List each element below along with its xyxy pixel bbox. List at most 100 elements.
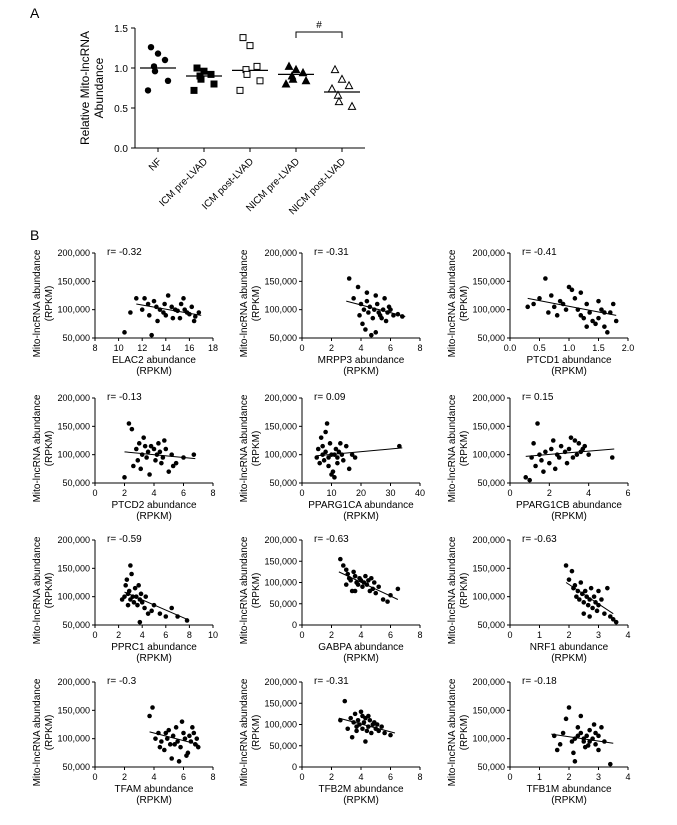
data-point [361, 720, 367, 725]
x-axis-title-line2: (RPKM) [343, 653, 379, 664]
data-point [348, 715, 353, 721]
data-point [345, 571, 351, 577]
data-point [163, 730, 169, 736]
x-category-label: NF [147, 156, 164, 173]
data-point [541, 469, 546, 474]
x-axis-title-line1: ELAC2 abundance [112, 355, 196, 366]
data-point [596, 602, 601, 608]
data-point-triangle [334, 96, 344, 106]
data-point [360, 726, 365, 732]
data-point-square [197, 75, 205, 83]
data-point [194, 736, 200, 741]
data-point [535, 421, 540, 426]
correlation-label: r= -0.18 [522, 676, 557, 687]
data-point [169, 304, 174, 310]
scatter-subplot: 50,000 100,000 150,000 200,000 0 2 4 6 8 TFAM abu… [32, 676, 216, 806]
data-point [196, 310, 202, 315]
x-axis-title-line1: PTCD1 abundance [526, 355, 611, 366]
data-point [346, 466, 352, 472]
data-point [193, 314, 198, 319]
y-axis-title-line1: Mito-lncRNA abundance [239, 249, 250, 357]
data-point-circle [150, 63, 158, 70]
data-point [160, 455, 166, 460]
x-axis-title-line1: TFB1M abundance [526, 784, 611, 795]
data-point [182, 736, 188, 741]
x-tick-label: 2 [122, 772, 127, 782]
data-point [578, 713, 584, 719]
data-point [581, 600, 587, 605]
data-point [400, 314, 405, 319]
data-point [355, 284, 361, 290]
x-tick-label: 12 [137, 343, 147, 353]
y-tick-label: 1.5 [114, 24, 128, 35]
data-point [165, 293, 171, 298]
x-tick-label: 30 [385, 488, 395, 498]
x-tick-label: 4 [625, 772, 630, 782]
data-point [576, 441, 582, 446]
data-point [169, 605, 174, 611]
y-tick-label: 150,000 [57, 563, 90, 573]
data-point [155, 318, 160, 324]
data-point [139, 452, 145, 457]
data-point [352, 455, 358, 460]
y-axis-title-line1: Mito-lncRNA abundance [447, 536, 458, 644]
data-point [338, 717, 343, 723]
x-tick-label: 4 [140, 630, 145, 640]
data-point [546, 310, 551, 315]
x-tick-label: 8 [210, 772, 215, 782]
x-tick-label: 0 [92, 630, 97, 640]
data-point [349, 452, 355, 457]
data-point [157, 611, 163, 616]
data-point [182, 307, 187, 312]
data-point [578, 313, 584, 318]
data-point [173, 725, 179, 730]
data-point [566, 705, 572, 710]
x-tick-label: 2 [566, 772, 571, 782]
data-point [163, 313, 169, 318]
data-point [343, 567, 349, 573]
data-point [147, 713, 152, 719]
data-point [138, 466, 144, 472]
data-point [584, 324, 589, 329]
data-point [554, 313, 560, 318]
y-axis-title-line1: Mito-lncRNA abundance [239, 394, 250, 502]
data-point [146, 313, 152, 318]
x-axis-title-line2: (RPKM) [343, 366, 379, 377]
data-point [599, 597, 604, 602]
data-point [343, 582, 349, 587]
data-point [587, 739, 592, 744]
data-point [150, 705, 155, 710]
correlation-label: r= -0.31 [314, 247, 349, 258]
data-point [136, 583, 141, 588]
data-point [126, 421, 132, 426]
y-axis-title-line1: Mito-lncRNA abundance [32, 249, 43, 357]
y-tick-label: 200,000 [472, 535, 505, 545]
data-point [593, 321, 598, 327]
data-point [341, 458, 346, 463]
data-point [557, 742, 563, 747]
data-point [370, 315, 376, 321]
data-point [169, 452, 174, 457]
data-point [554, 747, 560, 753]
y-tick-label: 200,000 [264, 535, 297, 545]
x-tick-label: 2 [566, 630, 571, 640]
data-point-square [207, 70, 215, 78]
data-point [149, 332, 154, 338]
data-point [556, 455, 562, 460]
y-tick-label: 100,000 [472, 592, 505, 602]
y-tick-label: 100,000 [472, 305, 505, 315]
data-point [175, 739, 180, 744]
data-point [566, 446, 572, 452]
data-point [380, 307, 386, 312]
data-point-square [253, 62, 261, 70]
data-point [382, 730, 387, 736]
data-point [371, 307, 377, 312]
data-point [588, 585, 594, 591]
data-point [563, 563, 569, 568]
y-tick-label: 100,000 [264, 450, 297, 460]
y-tick-label: 150,000 [264, 276, 297, 286]
correlation-label: r= -0.3 [107, 676, 137, 687]
x-axis-title-line2: (RPKM) [343, 511, 379, 522]
y-tick-label: 200,000 [57, 535, 90, 545]
